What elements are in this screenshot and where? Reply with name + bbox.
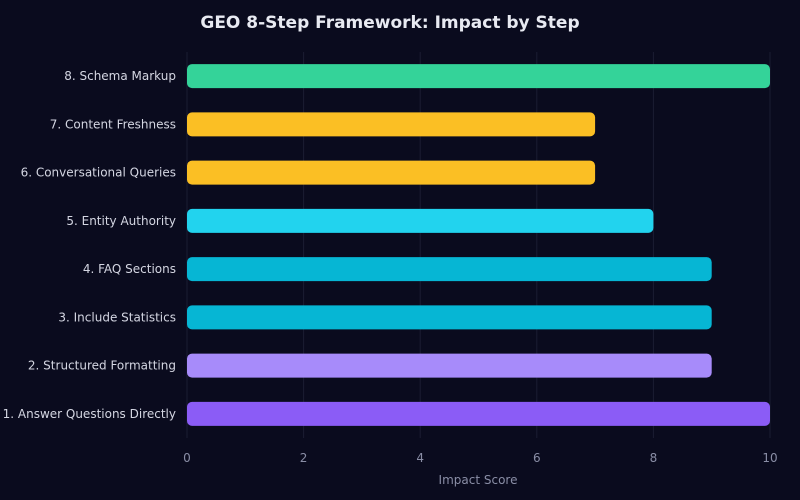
grid-lines [186,52,771,438]
x-tick-label: 4 [416,451,424,465]
chart-title: GEO 8-Step Framework: Impact by Step [200,13,579,33]
x-axis-label: Impact Score [439,473,518,487]
category-label: 5. Entity Authority [66,214,176,228]
x-tick-label: 0 [183,451,191,465]
bar [187,208,654,233]
bar [187,160,596,185]
bar [187,257,712,282]
bar [187,112,596,137]
bar [187,401,770,426]
bar [187,305,712,330]
x-axis-ticks: 0 2 4 6 8 10 [183,451,777,465]
category-label: 2. Structured Formatting [28,359,176,373]
bar [187,353,712,378]
x-tick-label: 10 [762,451,777,465]
category-label: 8. Schema Markup [64,69,176,83]
bar [187,64,770,89]
category-label: 7. Content Freshness [50,117,176,131]
category-label: 1. Answer Questions Directly [3,407,176,421]
category-label: 6. Conversational Queries [21,166,176,180]
bars [187,64,770,426]
category-labels: 8. Schema Markup 7. Content Freshness 6. C… [3,69,176,421]
category-label: 3. Include Statistics [58,310,176,324]
x-tick-label: 8 [650,451,658,465]
category-label: 4. FAQ Sections [83,262,176,276]
x-tick-label: 2 [300,451,308,465]
x-tick-label: 6 [533,451,541,465]
